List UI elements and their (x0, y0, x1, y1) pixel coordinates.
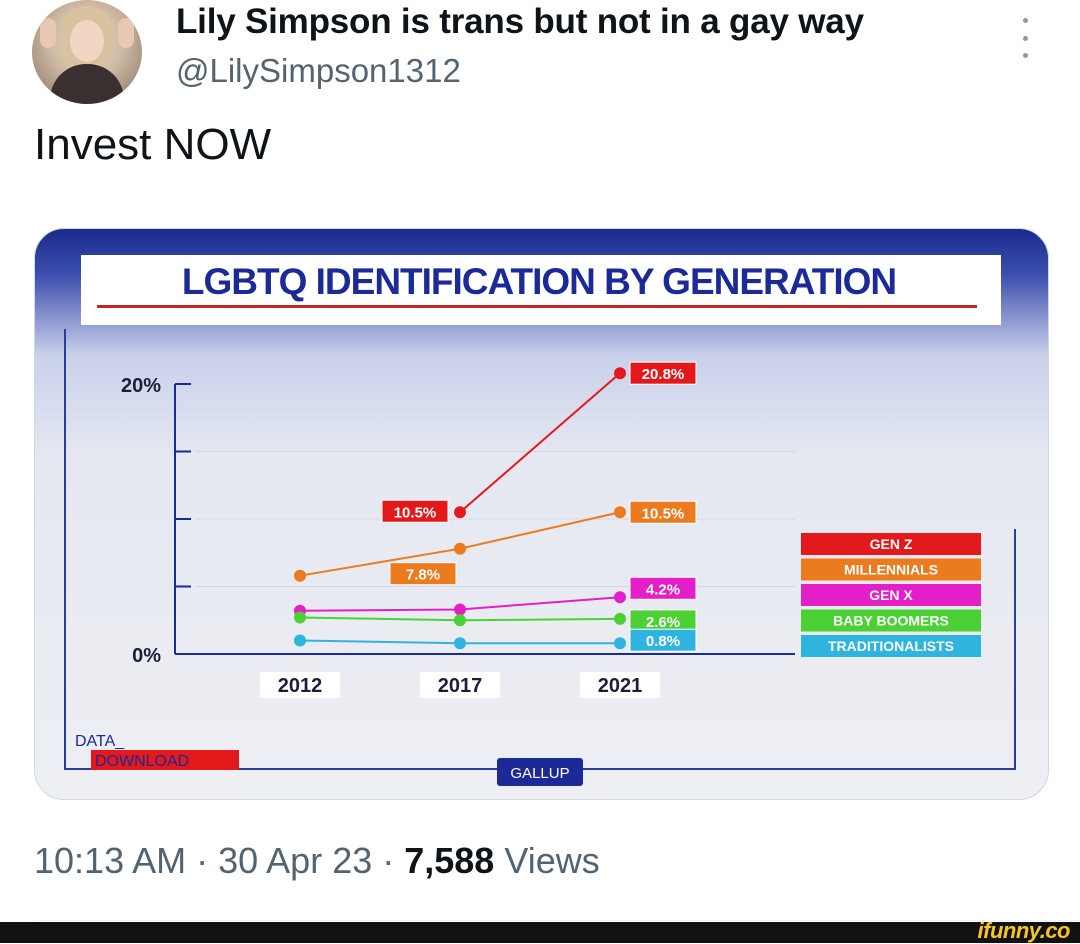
legend-label: MILLENNIALS (844, 562, 938, 578)
y-tick-label: 0% (132, 645, 161, 667)
footer-bar (0, 922, 1080, 943)
more-dot (1022, 53, 1028, 58)
chart-gridlines (195, 383, 795, 587)
data-label-box (629, 628, 697, 652)
chart-y-tick-labels: 0% 20% (121, 375, 161, 667)
series-point (454, 637, 466, 650)
chart-axes (174, 383, 795, 655)
logo-download-bg (91, 750, 239, 770)
header-banner (81, 255, 1001, 325)
x-tick-box (260, 672, 340, 698)
series-point (454, 614, 466, 627)
divider (34, 920, 1080, 921)
series-point (454, 542, 466, 555)
legend-label: TRADITIONALISTS (828, 638, 954, 654)
tweet-timestamp[interactable]: 10:13 AM · 30 Apr 23 · 7,588 Views (34, 840, 600, 882)
y-tick-label: 20% (121, 375, 161, 397)
tweet-date: 30 Apr 23 (218, 840, 373, 881)
chart-title: LGBTQ IDENTIFICATION BY GENERATION (182, 261, 896, 302)
user-handle[interactable]: @LilySimpson1312 (176, 52, 461, 89)
series-point (614, 506, 626, 519)
avatar-hand-left (40, 18, 56, 48)
more-dot (1022, 18, 1028, 23)
chart-data-labels: 10.5% 20.8% 7.8% 10.5% 4.2% 2.6% 0.8% (381, 361, 697, 652)
data-label: 10.5% (394, 504, 437, 521)
series-point (454, 506, 466, 519)
data-label-box (629, 576, 697, 600)
series-point (614, 367, 626, 380)
series-point (614, 612, 626, 625)
data-label-box (629, 361, 697, 385)
tweet-text: Invest NOW (34, 120, 272, 169)
series-point (614, 637, 626, 650)
separator: · (372, 840, 405, 881)
more-dot (1022, 35, 1028, 41)
data-label: 4.2% (646, 581, 680, 598)
data-label: 20.8% (642, 366, 685, 383)
views-count: 7,588 (404, 840, 495, 881)
chart-image: LGBTQ IDENTIFICATION BY GENERATION 10.5%… (64, 255, 1016, 786)
logo-data-text: DATA_ (75, 733, 125, 750)
avatar[interactable] (32, 0, 142, 104)
source-badge-bg (497, 758, 583, 786)
data-label-box (629, 500, 697, 524)
series-point (294, 611, 306, 624)
watermark-logo: ifunny.co (977, 918, 1071, 943)
display-name[interactable]: Lily Simpson is trans but not in a gay w… (176, 2, 864, 41)
data-label-box (381, 499, 449, 523)
chart-x-tick-labels: 2012 2017 2021 (260, 672, 660, 698)
source-label: GALLUP (510, 765, 569, 782)
legend-swatch (801, 533, 981, 555)
data-label: 10.5% (642, 505, 685, 522)
legend-swatch (801, 609, 981, 632)
x-tick-label: 2021 (598, 675, 643, 697)
x-tick-box (580, 672, 660, 698)
data-label: 2.6% (646, 614, 680, 631)
legend-swatch (801, 558, 981, 581)
chart-series-points (294, 367, 626, 650)
series-point (454, 603, 466, 616)
chart-legend: GEN Z MILLENNIALS GEN X BABY BOOMERS TRADITI… (801, 533, 981, 657)
avatar-body (50, 64, 124, 104)
tweet-media-image[interactable]: LGBTQ IDENTIFICATION BY GENERATION 10.5%… (34, 228, 1049, 800)
series-point (294, 569, 306, 582)
more-vertical-icon[interactable] (1014, 18, 1036, 58)
avatar-face (70, 20, 104, 62)
series-line (459, 372, 621, 514)
logo-download-text: DOWNLOAD (95, 753, 189, 770)
series-point (294, 634, 306, 647)
x-tick-label: 2012 (278, 675, 323, 697)
header-underline (97, 305, 977, 308)
legend-swatch (801, 584, 981, 606)
tweet-time: 10:13 AM (34, 840, 187, 881)
legend-label: GEN X (869, 587, 913, 603)
x-tick-box (420, 672, 500, 698)
legend-label: GEN Z (870, 536, 913, 552)
series-point (614, 591, 626, 604)
data-label-box (389, 562, 457, 586)
separator: · (186, 840, 219, 881)
x-tick-label: 2017 (438, 675, 483, 697)
views-label: Views (494, 840, 600, 881)
legend-swatch (801, 635, 981, 657)
avatar-hand-right (118, 18, 134, 48)
data-label: 7.8% (406, 567, 440, 584)
legend-label: BABY BOOMERS (833, 613, 949, 629)
data-label: 0.8% (646, 633, 680, 650)
